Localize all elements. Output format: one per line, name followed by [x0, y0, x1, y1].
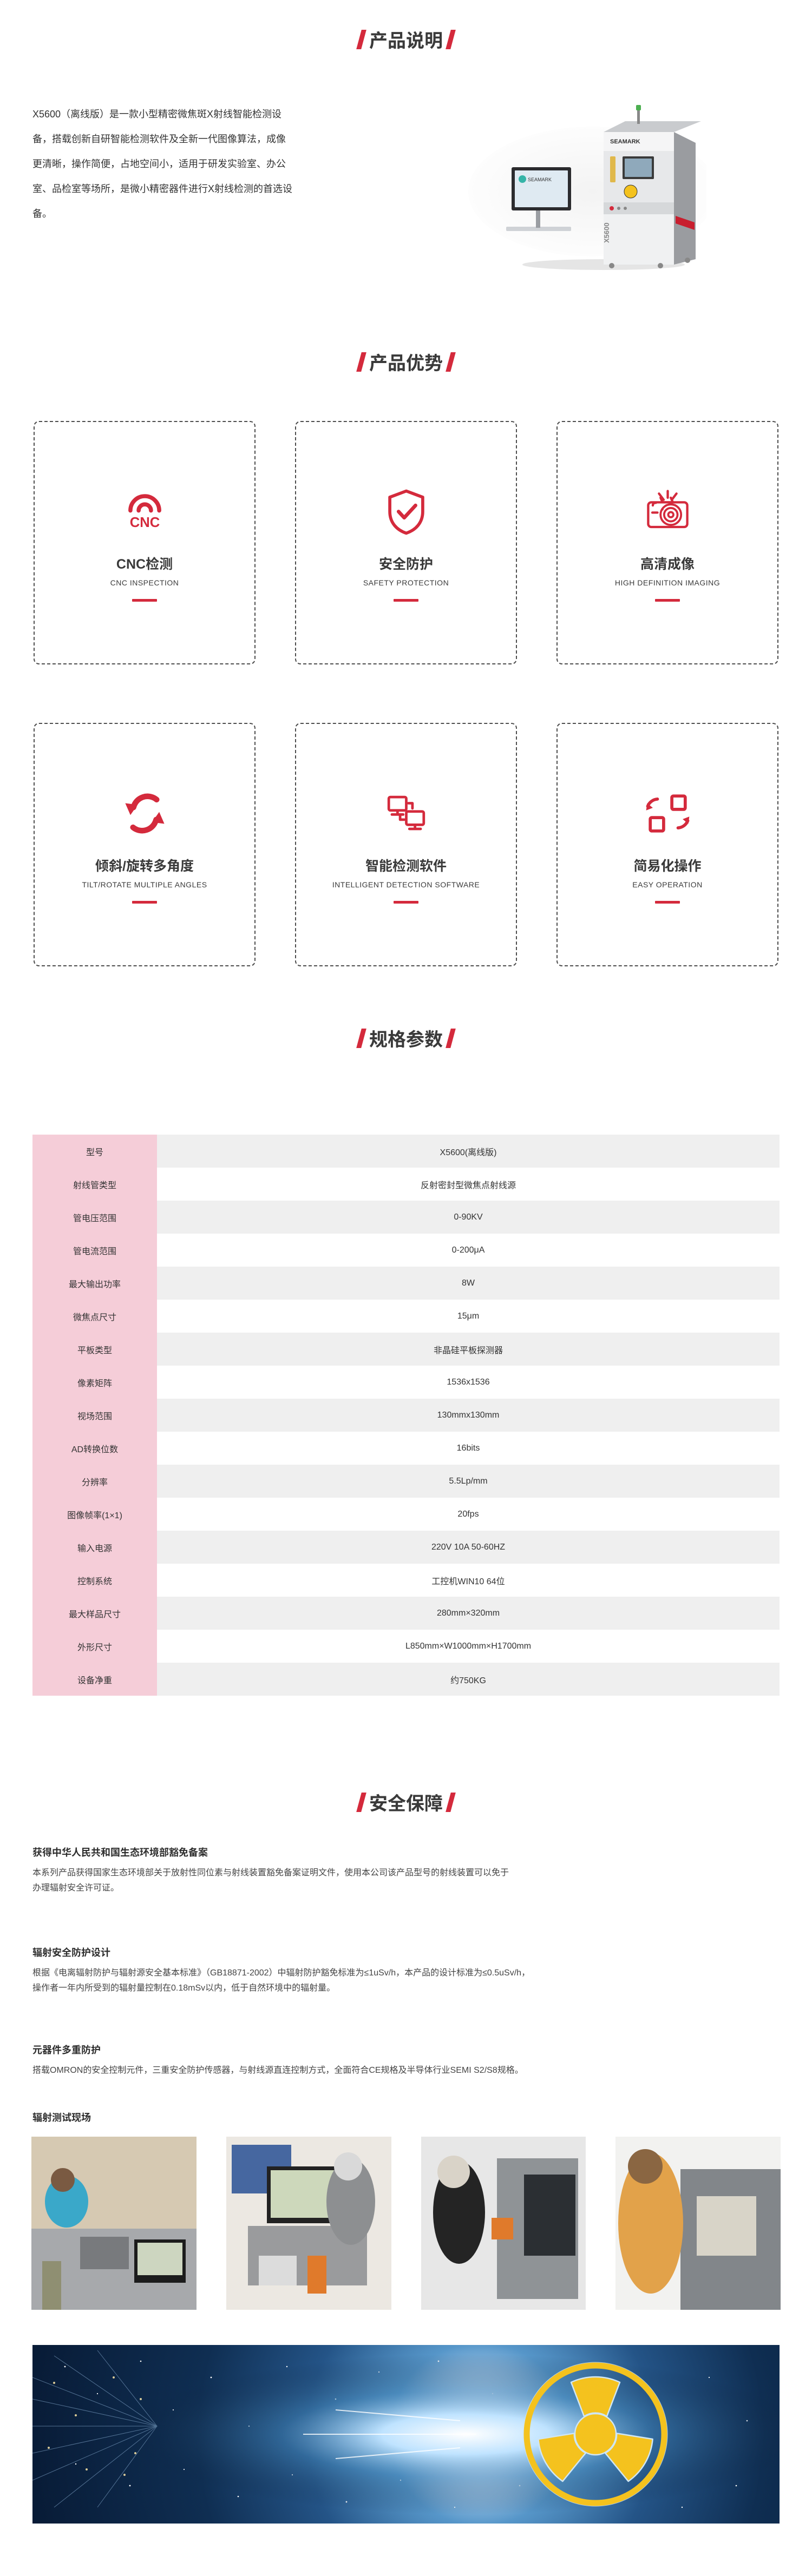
- svg-text:CNC: CNC: [129, 515, 160, 530]
- svg-text:X5600: X5600: [603, 222, 611, 243]
- svg-text:SEAMARK: SEAMARK: [610, 139, 640, 145]
- svg-text:SEAMARK: SEAMARK: [528, 177, 552, 182]
